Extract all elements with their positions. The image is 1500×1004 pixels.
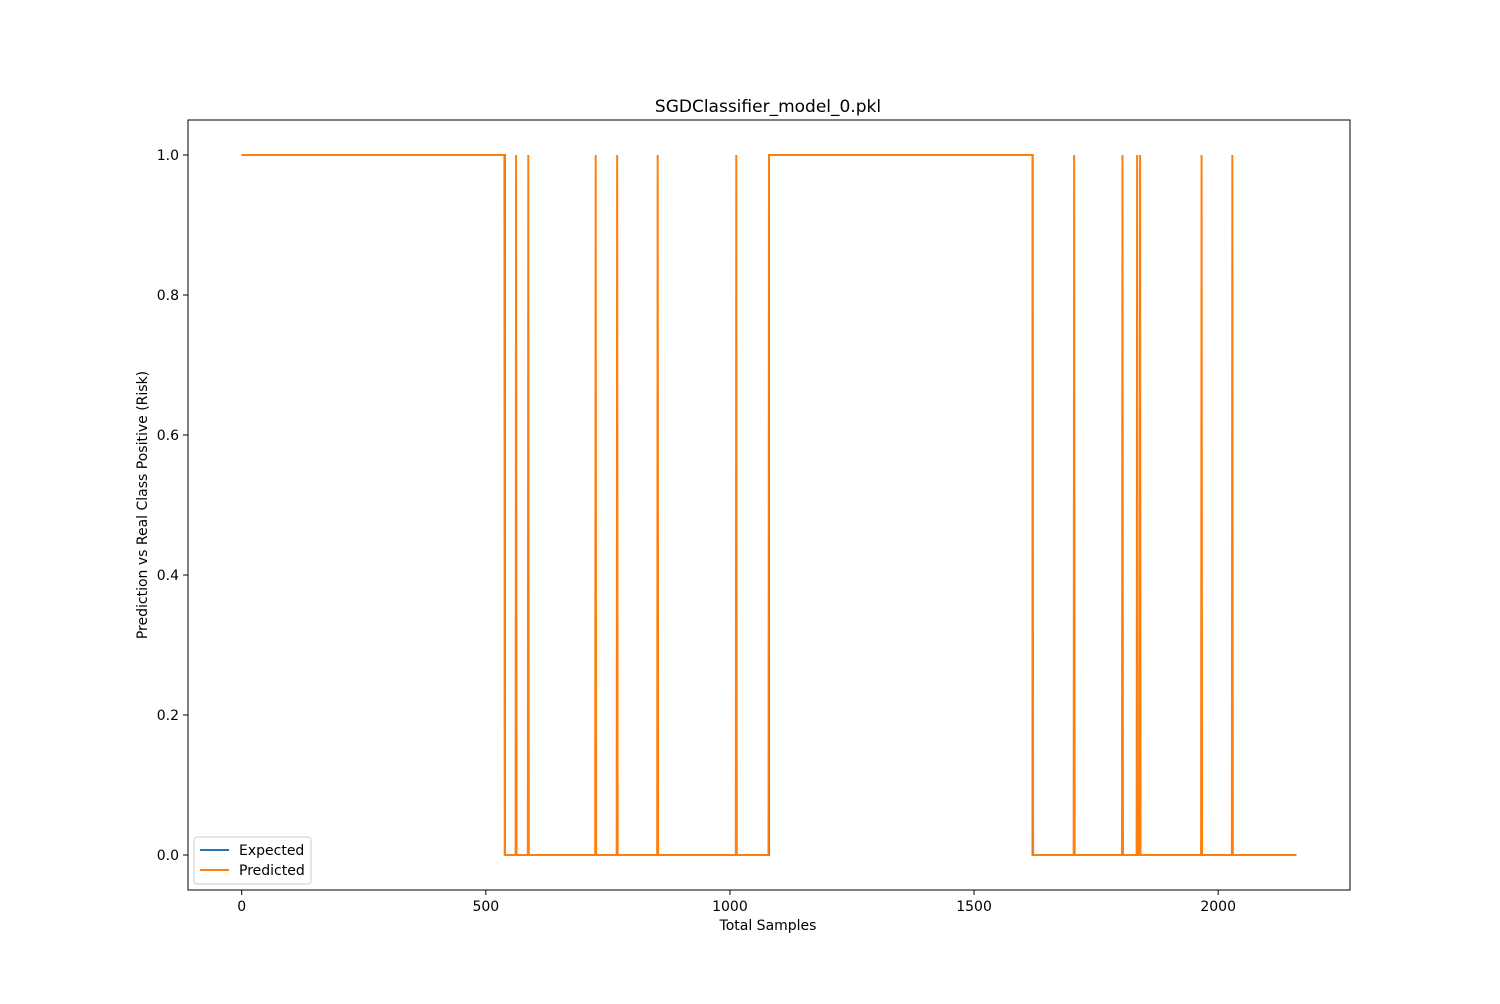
x-axis-label: Total Samples [719, 918, 817, 934]
y-axis-label: Prediction vs Real Class Positive (Risk) [135, 371, 151, 639]
y-tick-label: 0.2 [157, 708, 179, 724]
legend-box [193, 836, 312, 885]
y-tick-label: 0.8 [157, 288, 179, 304]
legend: Expected Predicted [193, 836, 312, 885]
x-tick-label: 0 [237, 899, 246, 915]
y-tick-label: 1.0 [157, 148, 179, 164]
y-tick-label: 0.0 [157, 848, 179, 864]
x-tick-label: 2000 [1200, 899, 1236, 915]
legend-label-expected: Expected [239, 843, 304, 859]
x-tick-label: 1500 [956, 899, 992, 915]
axes: 0 500 1000 1500 2000 0.0 0.2 0.4 0.6 0.8 1.0 [157, 119, 1351, 915]
chart-title: SGDClassifier_model_0.pkl [655, 97, 881, 117]
legend-label-predicted: Predicted [239, 863, 305, 879]
x-tick-label: 500 [472, 899, 499, 915]
series-line-predicted [241, 154, 1297, 856]
axes-frame [187, 119, 1351, 891]
x-tick-label: 1000 [712, 899, 748, 915]
y-tick-label: 0.6 [157, 428, 179, 444]
plot-area [241, 154, 1297, 856]
y-tick-label: 0.4 [157, 568, 179, 584]
